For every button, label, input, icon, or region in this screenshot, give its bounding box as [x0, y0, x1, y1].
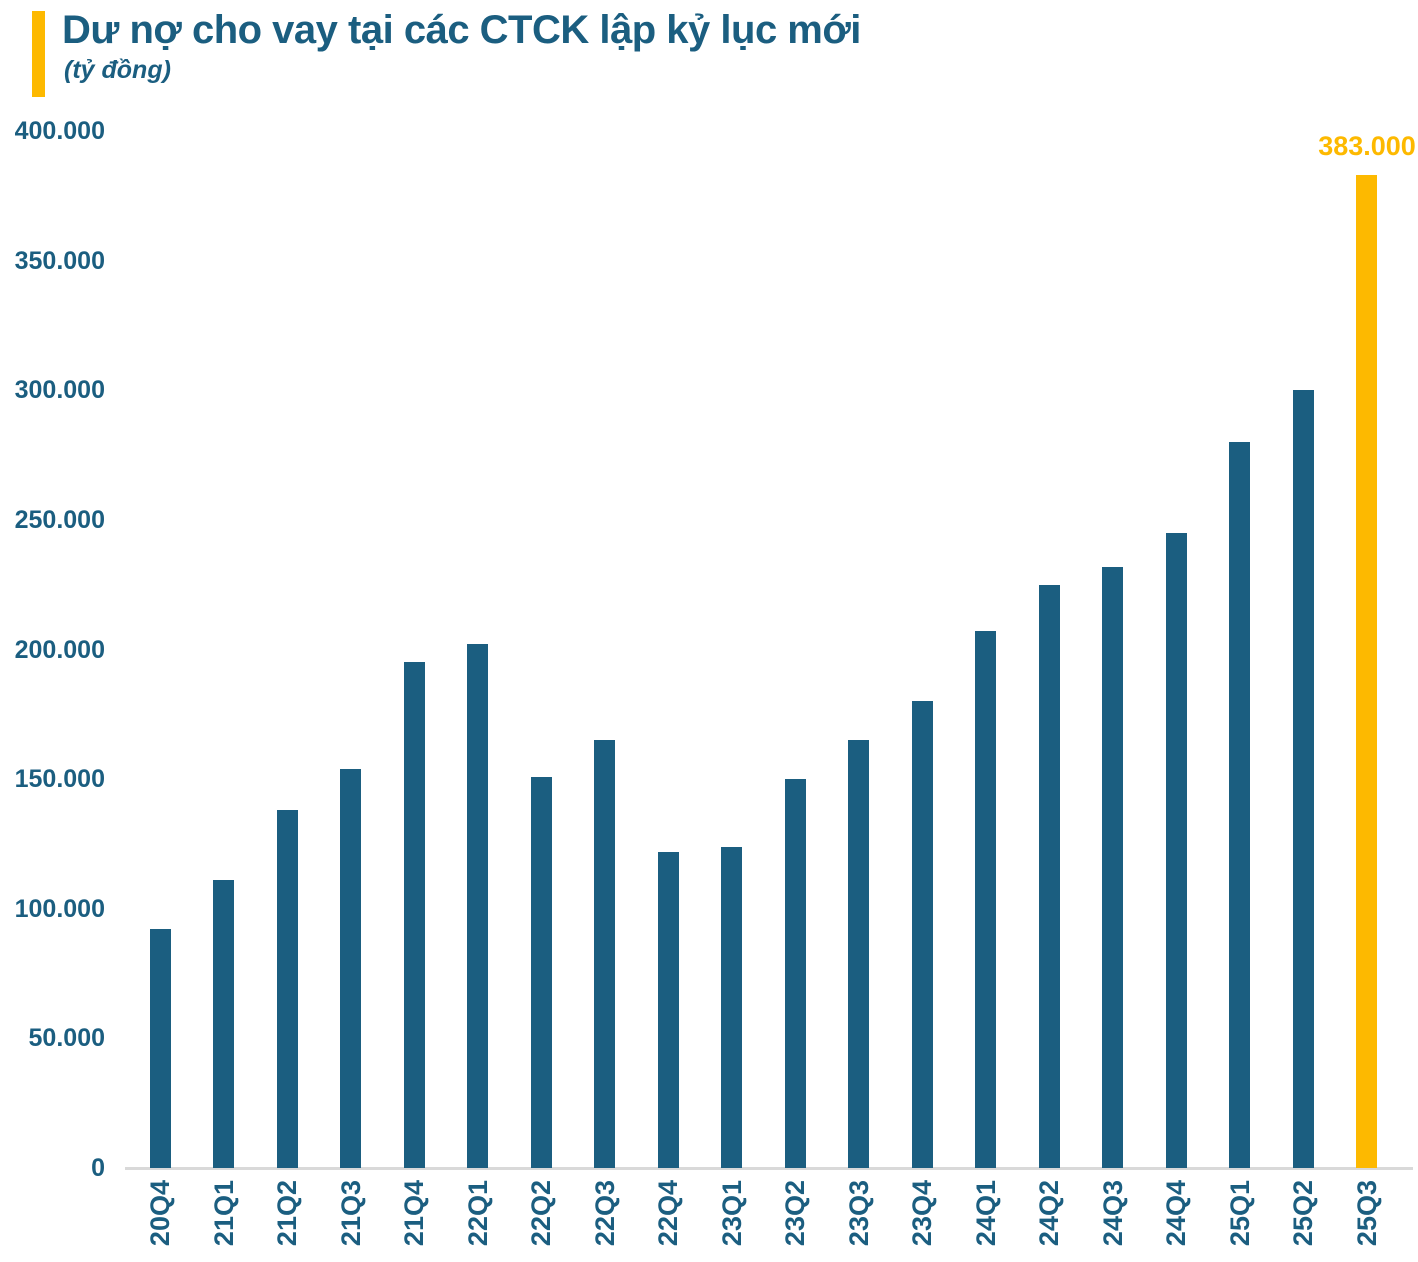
bar [213, 880, 234, 1168]
x-tick-label: 24Q1 [971, 1180, 1001, 1247]
y-tick-label: 300.000 [14, 376, 105, 404]
y-tick-label: 150.000 [14, 765, 105, 793]
x-tick-label: 25Q1 [1225, 1180, 1255, 1247]
x-tick-label: 22Q4 [653, 1180, 683, 1247]
bar [277, 810, 298, 1168]
y-tick-label: 250.000 [14, 506, 105, 534]
bar [531, 777, 552, 1168]
title-accent-bar [32, 11, 45, 97]
bar [975, 631, 996, 1168]
x-tick-label: 22Q2 [526, 1180, 556, 1247]
y-tick-label: 350.000 [14, 247, 105, 275]
bar [848, 740, 869, 1168]
bar [1293, 390, 1314, 1168]
bar [594, 740, 615, 1168]
bar [658, 852, 679, 1168]
bar [785, 779, 806, 1168]
x-tick-label: 23Q3 [844, 1180, 874, 1247]
bar [721, 847, 742, 1168]
x-axis-line [125, 1167, 1413, 1170]
bar [1166, 533, 1187, 1168]
y-tick-label: 0 [91, 1154, 105, 1182]
x-tick-label: 22Q1 [463, 1180, 493, 1247]
y-tick-label: 200.000 [14, 636, 105, 664]
y-tick-label: 50.000 [28, 1024, 105, 1052]
bar-highlight [1356, 175, 1377, 1168]
bar [1102, 567, 1123, 1168]
bar [1039, 585, 1060, 1168]
x-tick-label: 23Q4 [907, 1180, 937, 1247]
highlight-value-label: 383.000 [1318, 131, 1416, 161]
bar [467, 644, 488, 1168]
x-tick-label: 24Q4 [1161, 1180, 1191, 1247]
x-tick-label: 21Q2 [272, 1180, 302, 1247]
x-tick-label: 21Q3 [336, 1180, 366, 1247]
x-tick-label: 24Q2 [1034, 1180, 1064, 1247]
chart-title: Dư nợ cho vay tại các CTCK lập kỷ lục mớ… [62, 8, 861, 52]
chart-subtitle: (tỷ đồng) [64, 56, 171, 84]
x-tick-label: 25Q2 [1288, 1180, 1318, 1247]
x-tick-label: 24Q3 [1098, 1180, 1128, 1247]
x-tick-label: 25Q3 [1352, 1180, 1382, 1247]
bar [404, 662, 425, 1168]
y-tick-label: 400.000 [14, 117, 105, 145]
x-tick-label: 23Q1 [717, 1180, 747, 1247]
x-tick-label: 20Q4 [145, 1180, 175, 1247]
x-tick-label: 23Q2 [780, 1180, 810, 1247]
bar [340, 769, 361, 1168]
y-tick-label: 100.000 [14, 895, 105, 923]
x-tick-label: 21Q1 [209, 1180, 239, 1247]
bar [1229, 442, 1250, 1168]
bar [912, 701, 933, 1168]
x-tick-label: 21Q4 [399, 1180, 429, 1247]
x-tick-label: 22Q3 [590, 1180, 620, 1247]
bar [150, 929, 171, 1168]
